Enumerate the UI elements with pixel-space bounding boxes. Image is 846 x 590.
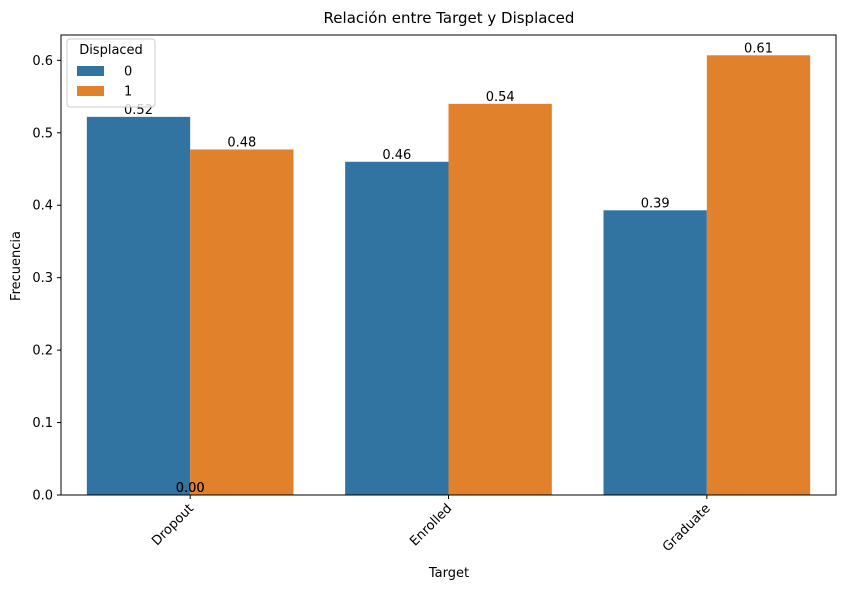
legend-swatch <box>77 66 104 76</box>
bar-value-label: 0.39 <box>641 196 670 211</box>
bar-value-label: 0.48 <box>227 135 256 150</box>
y-tick-label: 0.3 <box>32 271 53 286</box>
y-tick-label: 0.2 <box>32 344 53 359</box>
chart-title: Relación entre Target y Displaced <box>324 9 575 27</box>
bars-layer <box>86 55 811 496</box>
legend-title: Displaced <box>79 43 143 58</box>
legend-entry-label: 1 <box>124 85 132 100</box>
bar <box>448 103 552 495</box>
bar <box>706 55 811 495</box>
bar-labels-layer: 0.520.460.390.480.540.610.000.00 <box>124 41 773 496</box>
x-axis-label: Target <box>428 566 469 581</box>
zero-value-label: 0.00 <box>176 481 205 496</box>
bar-value-label: 0.54 <box>486 90 515 105</box>
x-tick-label: Enrolled <box>407 501 455 549</box>
bar-value-label: 0.61 <box>744 41 773 56</box>
y-tick-label: 0.5 <box>32 126 53 141</box>
bar <box>190 149 294 495</box>
zero-value-label: 0.00 <box>176 481 205 496</box>
y-axis-label: Frecuencia <box>9 231 24 301</box>
bar <box>603 210 707 496</box>
y-tick-label: 0.4 <box>32 199 53 214</box>
y-tick-label: 0.0 <box>32 489 53 504</box>
bar <box>345 161 449 495</box>
y-tick-label: 0.6 <box>32 54 53 69</box>
legend-swatch <box>77 86 104 96</box>
bar <box>86 116 191 495</box>
x-tick-label: Graduate <box>660 501 714 555</box>
legend-entry-label: 0 <box>124 65 132 80</box>
bar-value-label: 0.46 <box>382 148 411 163</box>
x-tick-label: Dropout <box>149 501 197 549</box>
y-tick-label: 0.1 <box>32 416 53 431</box>
legend: Displaced 0 1 <box>66 38 156 108</box>
